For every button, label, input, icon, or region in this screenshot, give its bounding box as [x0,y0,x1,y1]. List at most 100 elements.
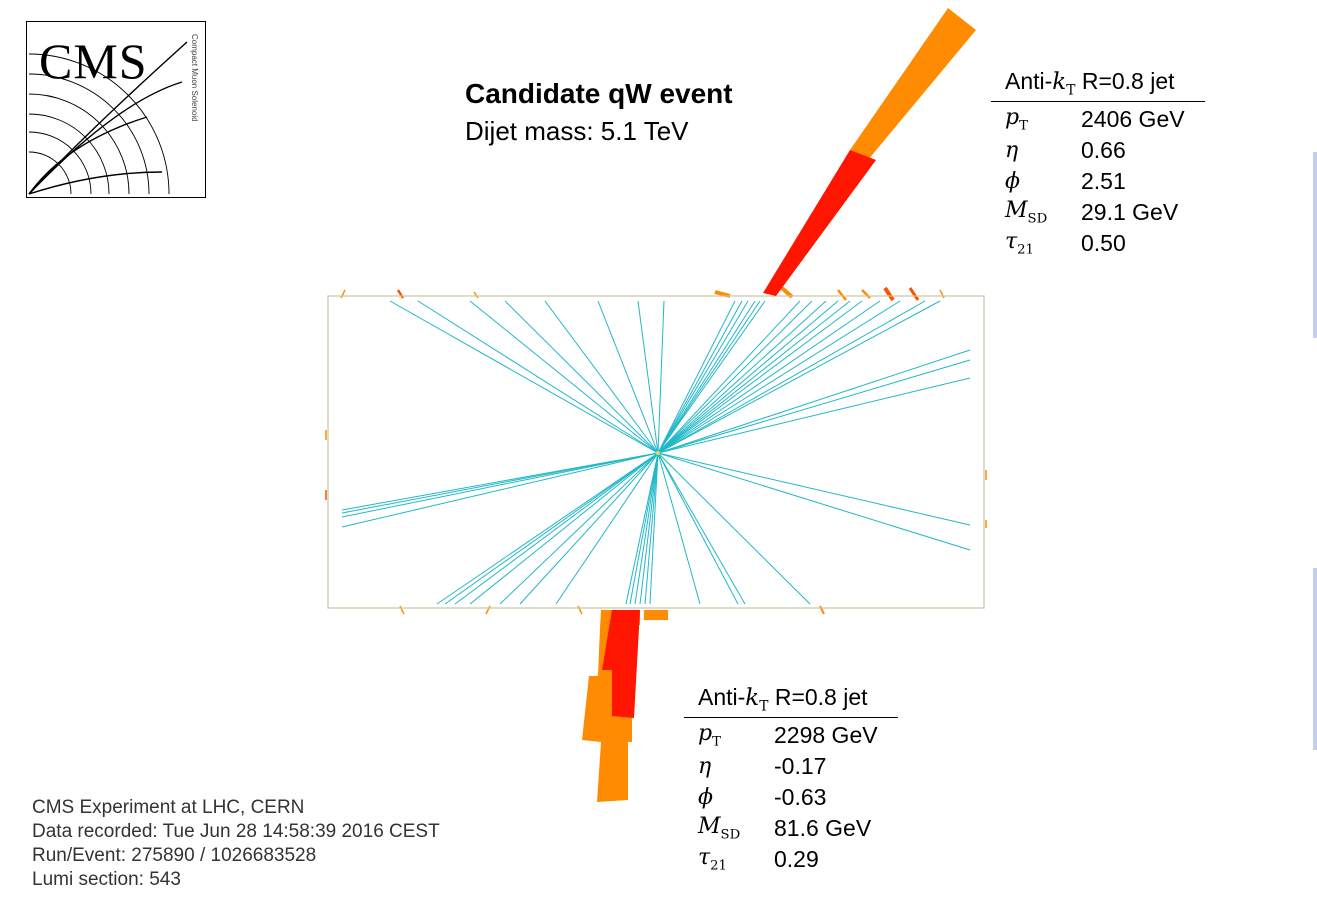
deposit-12 [577,605,583,615]
track-6 [637,300,659,454]
jet-lower-header: Anti-kT R=0.8 jet [698,684,868,715]
jet-upper-divider [991,100,1205,102]
jet-upper-row-tau: τ21 0.50 [1005,228,1126,258]
track-20 [657,300,881,454]
deposit-4 [837,289,847,301]
jet-lower-deposit [644,610,668,620]
jet-lower-core [602,610,640,718]
event-info-run: Run/Event: 275890 / 1026683528 [32,845,317,866]
deposit-6 [883,286,895,302]
track-28 [341,452,659,514]
vertex [656,451,660,455]
deposit-7 [908,287,920,301]
track-16 [657,300,827,454]
event-info-date: Data recorded: Tue Jun 28 14:58:39 2016 … [32,821,440,842]
jet-lower-row-tau: τ21 0.29 [698,844,819,874]
event-info-lumi: Lumi section: 543 [32,869,181,890]
deposit-11 [485,605,491,615]
deposit-8 [939,289,945,299]
track-24 [657,349,971,454]
edge-bar-upper [1313,152,1317,338]
jet-lower-row-pt: pT 2298 GeV [698,720,878,750]
event-title: Candidate qW event [465,78,733,109]
jet-upper-outer [850,8,976,160]
track-40 [625,452,659,605]
jet-lower-row-eta: η -0.17 [698,752,827,779]
track-7 [657,300,665,454]
track-2 [469,300,659,454]
track-22 [657,300,926,454]
track-32 [657,452,971,551]
cms-logo-drawing [28,41,188,195]
track-13 [657,300,766,454]
track-30 [341,452,659,528]
track-5 [597,300,659,454]
cms-logo: CMS Compact Muon Solenoid [26,21,206,198]
track-39 [555,452,659,605]
detector-outline [327,295,985,609]
track-45 [649,452,659,605]
track-17 [657,300,839,454]
track-49 [657,452,811,605]
track-41 [629,452,659,605]
track-1 [417,300,659,454]
deposit-10 [399,605,405,615]
jet-upper-row-eta: η 0.66 [1005,136,1126,163]
track-26 [657,377,971,454]
track-18 [657,300,851,454]
track-12 [657,300,761,454]
track-9 [657,300,743,454]
track-25 [657,359,971,454]
track-19 [657,300,863,454]
track-21 [657,300,901,454]
track-35 [454,452,659,605]
track-44 [644,452,659,605]
jet-lower-row-msd: MSD 81.6 GeV [698,813,872,843]
track-14 [657,300,801,454]
deposit-13 [819,605,825,615]
track-10 [657,300,749,454]
track-43 [639,452,659,605]
track-29 [341,452,659,518]
deposit-1 [340,289,346,299]
deposit-9 [473,291,479,299]
jet-lower-table: pT 2298 GeV η -0.17 ϕ -0.63 MSD 81.6 GeV τ21… [684,720,878,875]
jet-lower-row-phi: ϕ -0.63 [698,783,827,810]
track-lines [341,300,971,605]
jet-upper-row-phi: ϕ 2.51 [1005,167,1126,194]
cms-logo-subtext: Compact Muon Solenoid [190,34,199,122]
deposit-5 [861,289,871,299]
cms-logo-text: CMS [39,33,148,89]
edge-bar-lower [1313,568,1317,750]
track-37 [499,452,659,605]
event-info-experiment: CMS Experiment at LHC, CERN [32,797,305,818]
track-33 [436,452,659,605]
jet-upper-header: Anti-kT R=0.8 jet [1005,68,1175,99]
track-0 [389,300,659,454]
jet-upper-table: pT 2406 GeV η 0.66 ϕ 2.51 MSD 29.1 GeV τ21 0.… [991,104,1185,259]
track-23 [657,300,941,454]
jet-info-upper: Anti-kT R=0.8 jet pT 2406 GeV η 0.66 ϕ 2.51… [991,68,1205,259]
jet-upper-core [763,150,876,296]
track-11 [657,300,756,454]
track-34 [444,452,659,605]
track-42 [634,452,659,605]
track-47 [657,452,739,605]
track-46 [657,452,701,605]
event-info: CMS Experiment at LHC, CERN Data recorde… [32,796,440,892]
track-48 [657,452,746,605]
track-38 [519,452,659,605]
jet-upper-row-pt: pT 2406 GeV [1005,104,1185,134]
track-31 [657,452,971,526]
track-36 [469,452,659,605]
event-subtitle: Dijet mass: 5.1 TeV [465,116,689,146]
jet-upper-row-msd: MSD 29.1 GeV [1005,197,1179,227]
track-4 [544,300,659,454]
track-15 [657,300,813,454]
deposit-2 [714,290,731,298]
jet-info-lower: Anti-kT R=0.8 jet pT 2298 GeV η -0.17 ϕ -0.… [684,684,898,875]
track-8 [657,300,736,454]
track-3 [504,300,659,454]
deposit-0 [396,289,405,299]
